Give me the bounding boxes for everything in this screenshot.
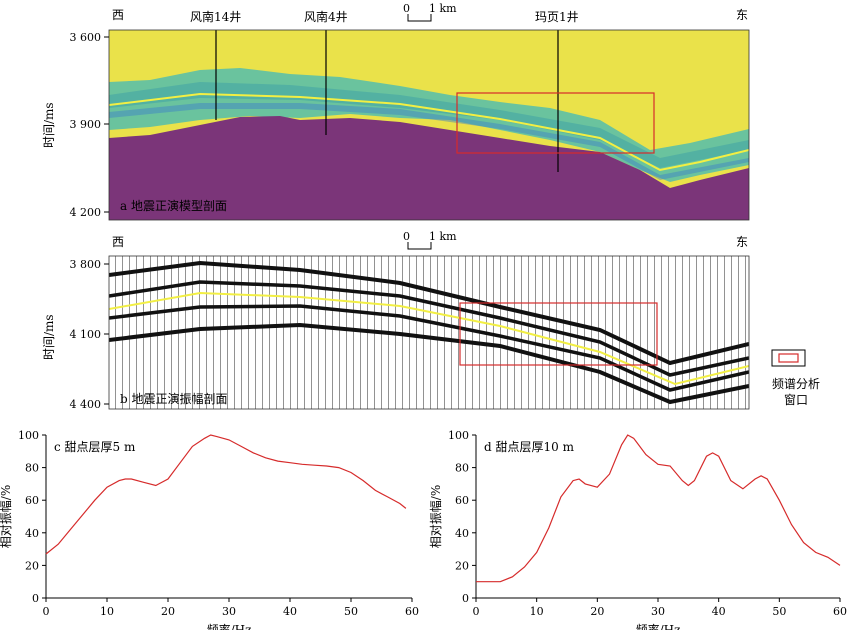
horizon-line-b [109,291,749,386]
d-x-tick-label: 60 [833,605,847,618]
y-tick-a-3: 4 200 [70,206,102,219]
reflector-1 [109,260,749,366]
c-x-tick-label: 50 [344,605,358,618]
c-x-tick-label: 10 [100,605,114,618]
scale-zero-b: 0 [403,230,410,243]
basement [109,116,749,220]
well-label-fengnan4: 风南4井 [304,9,348,24]
scale-zero-a: 0 [403,2,410,15]
c-y-tick-label: 0 [32,592,39,605]
panel-b: 西 东 0 1 km 3 800 4 100 4 400 时间/ms b 地震正… [42,230,750,411]
d-x-tick-label: 40 [712,605,726,618]
d-y-tick-label: 0 [462,592,469,605]
d-y-label: 相对振幅/% [428,485,443,548]
spectrum-window-b [459,302,658,366]
panel-a: 西 东 0 1 km 风南14井 风南4井 玛页1井 3 600 3 900 [42,2,750,221]
d-x-tick-label: 50 [772,605,786,618]
y-tick-a-2: 3 900 [70,118,102,131]
legend-line2: 窗口 [784,393,808,407]
model-layer-band-dark [109,82,749,168]
d-y-tick-label: 40 [455,527,469,540]
panel-b-frame [108,255,750,410]
chart-c: 0 10 20 30 40 50 60 0 20 40 60 80 100 c 甜点层厚5 m 频率/Hz 相… [0,429,419,634]
legend-line1: 频谱分析 [772,377,820,391]
well-label-mayeye1: 玛页1井 [535,10,579,24]
spectrum-window-a [456,92,655,154]
east-label-a: 东 [736,8,748,22]
c-y-tick-label: 80 [25,462,39,475]
caption-a: a 地震正演模型剖面 [120,198,227,213]
c-y-tick-label: 40 [25,527,39,540]
chart-d: 0 10 20 30 40 50 60 0 20 40 60 80 100 d 甜点层厚10 m 频率/Hz… [428,429,847,634]
east-label-b: 东 [736,235,748,249]
d-y-tick-label: 20 [455,559,469,572]
c-y-tick-label: 60 [25,494,39,507]
west-label-a: 西 [112,8,124,22]
d-x-tick-label: 0 [473,605,480,618]
y-tick-b-2: 4 100 [70,328,102,341]
c-x-tick-label: 0 [43,605,50,618]
scale-km-a: 1 km [429,2,457,15]
model-section [109,30,749,220]
reflector-2 [109,280,749,377]
c-y-tick-label: 20 [25,559,39,572]
well-label-fengnan14: 风南14井 [190,9,241,24]
c-x-label: 频率/Hz [207,622,252,630]
y-tick-a-1: 3 600 [70,31,102,44]
c-series-line [45,434,407,555]
west-label-b: 西 [112,235,124,249]
d-x-tick-label: 10 [530,605,544,618]
reflector-3 [109,304,749,392]
d-y-tick-label: 100 [448,429,469,442]
reflector-4 [109,322,749,405]
d-series-line [476,434,841,583]
d-y-tick-label: 80 [455,462,469,475]
legend-frame [771,349,806,367]
legend: 频谱分析 窗口 [771,349,820,407]
d-x-label: 频率/Hz [636,622,681,630]
model-layer-band-blue [109,103,749,180]
d-y-tick-label: 60 [455,494,469,507]
caption-b: b 地震正演振幅剖面 [120,391,228,406]
panel-a-frame [108,29,750,221]
y-tick-b-3: 4 400 [70,398,102,411]
wiggle-traces [109,256,749,409]
d-x-tick-label: 30 [651,605,665,618]
y-tick-b-1: 3 800 [70,258,102,271]
c-title: c 甜点层厚5 m [54,440,136,454]
y-axis-label-b: 时间/ms [42,314,56,360]
c-y-label: 相对振幅/% [0,485,13,548]
c-x-tick-label: 20 [161,605,175,618]
horizon-line [109,92,749,172]
legend-swatch [778,353,799,363]
c-y-tick-label: 100 [18,429,39,442]
amplitude-section [109,256,749,409]
scale-bar-a: 0 1 km [403,2,457,22]
c-x-tick-label: 40 [283,605,297,618]
y-axis-label-a: 时间/ms [42,102,56,148]
scale-bar-b: 0 1 km [403,230,457,250]
c-x-tick-label: 60 [405,605,419,618]
d-x-tick-label: 20 [590,605,604,618]
d-title: d 甜点层厚10 m [484,440,575,454]
scale-km-b: 1 km [429,230,457,243]
c-x-tick-label: 30 [222,605,236,618]
